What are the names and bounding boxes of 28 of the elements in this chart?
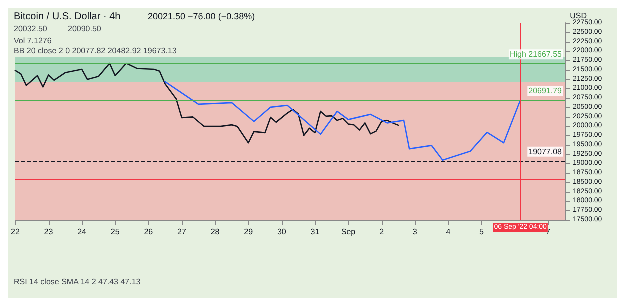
line-series bbox=[14, 62, 400, 144]
x-tick-label: 5 bbox=[480, 228, 485, 236]
x-tick-label: 26 bbox=[144, 228, 154, 236]
x-tick-label: 29 bbox=[244, 228, 254, 236]
text: RSI 14 close SMA 14 2 47.43 47.13 bbox=[14, 278, 142, 286]
x-tick-label: 24 bbox=[78, 228, 88, 236]
x-tick-label: 2 bbox=[380, 228, 385, 236]
ref-line-label: 19077.08 bbox=[528, 147, 563, 156]
annotation: 20032.50 bbox=[14, 24, 48, 34]
ref-line-label: High 21667.55 bbox=[510, 50, 563, 60]
ref-line-label: 20691.79 bbox=[528, 86, 563, 96]
y-axis-title: USD bbox=[570, 12, 588, 20]
x-tick-label: 30 bbox=[277, 228, 287, 236]
x-tick-label: 28 bbox=[210, 228, 220, 236]
chart-subtitle: 20021.50 −76.00 (−0.38%) bbox=[148, 12, 256, 22]
annotation: Vol 7.1276 bbox=[14, 36, 52, 46]
annotation: BB 20 close 2 0 20077.82 20482.92 19673.13 bbox=[14, 46, 178, 56]
x-tick-label: 27 bbox=[178, 228, 187, 236]
chart-title: Bitcoin / U.S. Dollar · 4h bbox=[14, 12, 121, 22]
x-tick-label: 22 bbox=[10, 228, 20, 236]
x-tick-label: 25 bbox=[110, 228, 120, 236]
annotation: 20090.50 bbox=[68, 24, 102, 34]
x-tick-label: Sep bbox=[341, 228, 356, 236]
x-tick-label: 3 bbox=[412, 228, 418, 236]
x-tick-label: 23 bbox=[44, 228, 54, 236]
x-tick-label: 4 bbox=[446, 228, 452, 236]
x-tick-label: 31 bbox=[310, 228, 320, 236]
line-series bbox=[164, 81, 522, 161]
